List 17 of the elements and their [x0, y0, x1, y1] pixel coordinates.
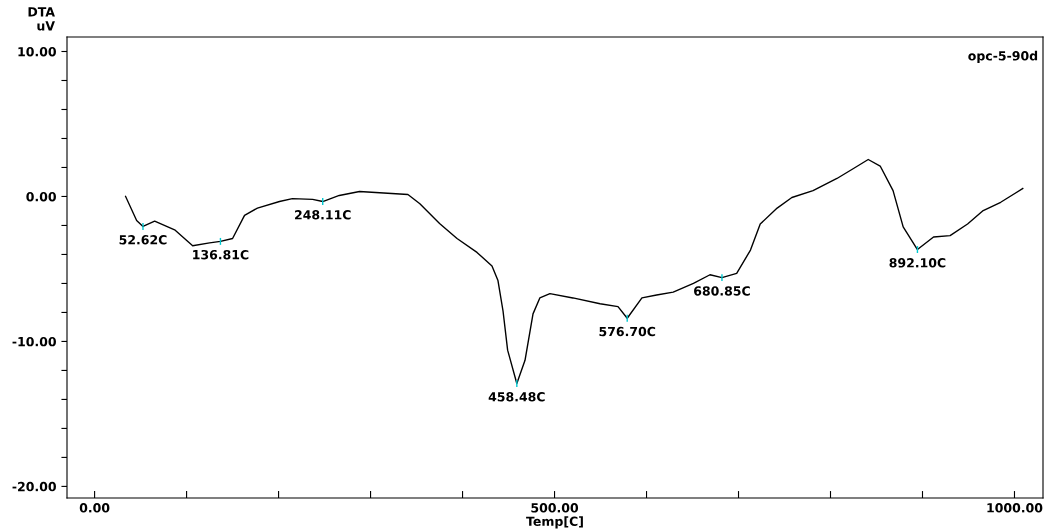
x-tick-label: 500.00	[531, 503, 579, 513]
annotation: 136.81C	[193, 249, 249, 260]
annotation: 680.85C	[694, 286, 750, 296]
annotation: 248.11C	[295, 210, 351, 220]
annotation: 458.48C	[488, 392, 545, 402]
annotation: 892.10C	[889, 258, 946, 268]
y-axis-title: DTA uV	[28, 7, 55, 31]
x-tick-label: 0.00	[79, 503, 110, 513]
y-tick-label: -10.00	[12, 336, 56, 347]
annotation: opc-5-90d	[968, 50, 1038, 63]
x-axis-title: Temp[C]	[526, 516, 583, 529]
y-tick-label: 10.00	[18, 46, 56, 57]
x-tick-label: 1000.00	[987, 503, 1043, 513]
y-tick-label: -20.00	[12, 481, 56, 492]
annotation: 576.70C	[599, 326, 656, 337]
y-tick-label: 0.00	[26, 191, 56, 202]
annotation: 52.62C	[119, 235, 167, 245]
